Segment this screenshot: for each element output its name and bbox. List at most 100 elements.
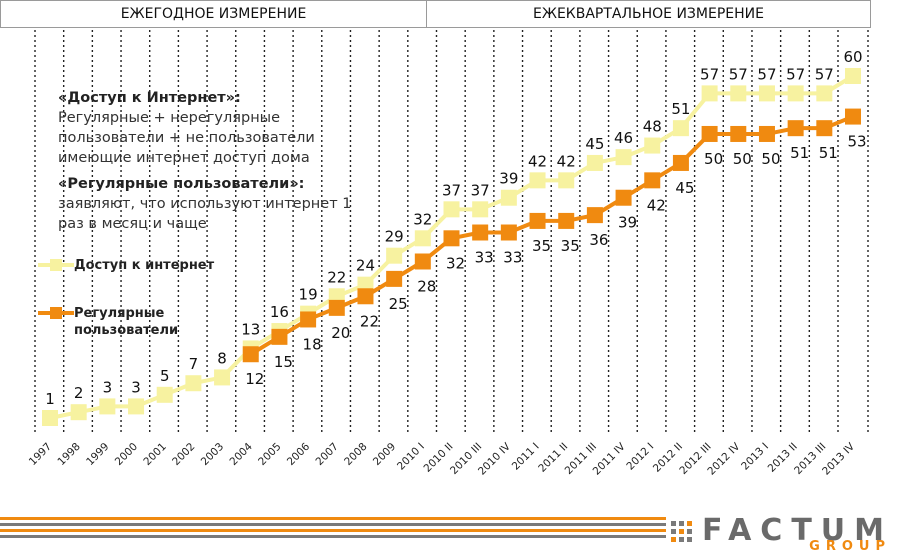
data-point bbox=[357, 288, 374, 305]
data-point bbox=[730, 85, 747, 102]
data-label: 8 bbox=[217, 349, 227, 367]
data-label: 32 bbox=[446, 254, 465, 272]
data-label: 37 bbox=[442, 181, 461, 199]
data-point bbox=[70, 404, 87, 421]
logo-dots-icon bbox=[671, 521, 692, 542]
data-point bbox=[500, 189, 517, 206]
access-definition: «Доступ к Интернет»: Регулярные + нерегу… bbox=[58, 88, 358, 168]
data-point bbox=[701, 85, 718, 102]
data-point bbox=[787, 120, 804, 137]
data-label: 51 bbox=[671, 100, 690, 118]
legend-access-label: Доступ к интернет bbox=[74, 258, 215, 273]
data-label: 33 bbox=[475, 249, 494, 267]
quarterly-measurement-header: ЕЖЕКВАРТАЛЬНОЕ ИЗМЕРЕНИЕ bbox=[426, 0, 871, 28]
data-point bbox=[816, 120, 833, 137]
data-label: 48 bbox=[643, 118, 662, 136]
data-point bbox=[845, 108, 861, 125]
data-label: 57 bbox=[757, 65, 776, 83]
chart-grid bbox=[34, 30, 869, 432]
data-label: 1 bbox=[45, 390, 55, 408]
data-point bbox=[672, 154, 689, 171]
data-point bbox=[816, 85, 833, 102]
data-label: 35 bbox=[561, 237, 580, 255]
data-label: 24 bbox=[356, 257, 375, 275]
data-label: 3 bbox=[103, 378, 113, 396]
regular-definition-title: «Регулярные пользователи»: bbox=[58, 176, 305, 192]
data-point bbox=[730, 125, 747, 142]
data-point bbox=[644, 137, 661, 154]
series-line bbox=[249, 114, 854, 356]
x-tick-label: 2005 bbox=[256, 441, 283, 468]
data-point bbox=[758, 125, 775, 142]
data-point bbox=[386, 247, 403, 264]
data-label: 2 bbox=[74, 384, 84, 402]
data-point bbox=[529, 212, 546, 229]
legend-regular-marker bbox=[38, 307, 74, 319]
data-label: 39 bbox=[499, 170, 518, 188]
data-label: 42 bbox=[528, 152, 547, 170]
data-label: 19 bbox=[299, 286, 318, 304]
data-label: 53 bbox=[847, 133, 866, 151]
data-point bbox=[672, 120, 689, 137]
data-label: 51 bbox=[790, 144, 809, 162]
data-label: 51 bbox=[819, 144, 838, 162]
data-point bbox=[529, 172, 546, 189]
annual-measurement-header: ЕЖЕГОДНОЕ ИЗМЕРЕНИЕ bbox=[0, 0, 427, 28]
access-definition-text: Регулярные + нерегулярные пользователи +… bbox=[58, 110, 315, 166]
data-label: 39 bbox=[618, 214, 637, 232]
data-point bbox=[386, 270, 403, 287]
data-label: 35 bbox=[532, 237, 551, 255]
data-label: 22 bbox=[360, 312, 379, 330]
data-point bbox=[185, 375, 202, 392]
x-axis-labels: 1997 1998 1999 2000 2001 2002 2003 2004 2005 2006… bbox=[27, 440, 858, 478]
data-label: 16 bbox=[270, 303, 289, 321]
data-point bbox=[701, 125, 718, 142]
data-label: 20 bbox=[331, 324, 350, 342]
data-label: 28 bbox=[417, 277, 436, 295]
data-point bbox=[328, 299, 345, 316]
data-point bbox=[500, 224, 517, 241]
data-label: 60 bbox=[843, 48, 862, 66]
data-label: 13 bbox=[241, 320, 260, 338]
data-label: 22 bbox=[327, 268, 346, 286]
legend-access-marker bbox=[38, 259, 74, 271]
regular-definition-text: заявляют, что используют интернет 1 раз … bbox=[58, 196, 352, 232]
data-point bbox=[472, 224, 489, 241]
data-label: 37 bbox=[471, 181, 490, 199]
data-point bbox=[758, 85, 775, 102]
data-point bbox=[42, 410, 58, 426]
data-point bbox=[472, 201, 489, 218]
data-label: 50 bbox=[704, 150, 723, 168]
data-label: 12 bbox=[245, 370, 264, 388]
x-tick-label: 2010 IV bbox=[476, 440, 514, 478]
data-point bbox=[644, 172, 661, 189]
series-regular: 12 15 18 20 22 25 28 32 33 33 35 35 36 39 42 45 50 50 50 51… bbox=[242, 108, 867, 388]
data-label: 33 bbox=[503, 249, 522, 267]
x-tick-label: 2003 bbox=[199, 441, 226, 468]
x-tick-label: 1997 bbox=[27, 441, 54, 468]
logo-brand: FACTUM bbox=[702, 513, 893, 548]
data-point bbox=[414, 230, 431, 247]
data-label: 32 bbox=[413, 210, 432, 228]
data-point bbox=[586, 207, 603, 224]
footer-line bbox=[0, 517, 666, 520]
x-tick-label: 1999 bbox=[84, 441, 111, 468]
data-label: 36 bbox=[589, 231, 608, 249]
data-point bbox=[443, 201, 460, 218]
data-point bbox=[300, 311, 317, 328]
data-point bbox=[443, 230, 460, 247]
data-label: 25 bbox=[389, 295, 408, 313]
data-label: 46 bbox=[614, 129, 633, 147]
access-definition-title: «Доступ к Интернет»: bbox=[58, 90, 241, 106]
logo-subtitle: GROUP bbox=[809, 539, 891, 554]
footer-line bbox=[0, 523, 666, 526]
x-tick-label: 2000 bbox=[113, 441, 140, 468]
data-label: 45 bbox=[585, 135, 604, 153]
factum-logo: FACTUM GROUP bbox=[663, 513, 893, 554]
data-point bbox=[214, 369, 231, 386]
data-label: 5 bbox=[160, 367, 170, 385]
data-point bbox=[787, 85, 804, 102]
x-tick-label: 2006 bbox=[285, 440, 313, 468]
